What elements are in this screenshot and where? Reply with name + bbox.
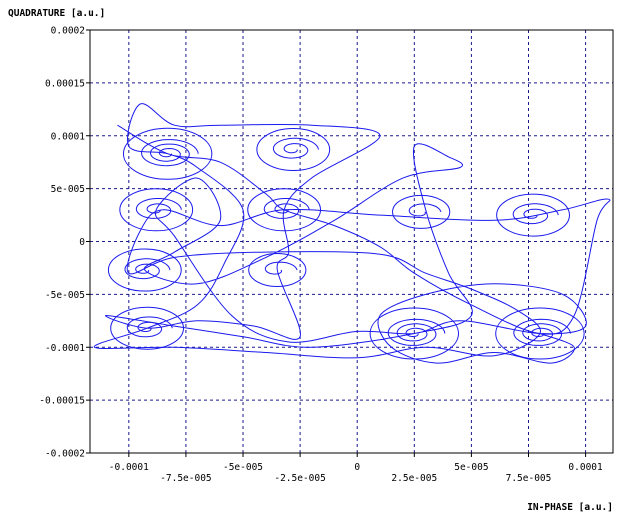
y-tick-label: -0.0001 [45, 343, 85, 354]
x-tick-label: 0 [354, 462, 360, 473]
x-tick-label: -7.5e-005 [160, 473, 211, 484]
x-axis-title: IN-PHASE [a.u.] [527, 502, 613, 513]
x-tick-label: 0.0001 [568, 462, 603, 473]
y-tick-label: 0.00015 [45, 78, 85, 89]
spiral-path [512, 203, 559, 225]
x-tick-label: 7.5e-005 [506, 473, 552, 484]
spiral-outer-loop [392, 194, 451, 229]
spiral-path [126, 316, 173, 338]
x-tick-label: 5e-005 [454, 462, 488, 473]
y-axis-title: QUADRATURE [a.u.] [8, 8, 105, 19]
spiral-outer-loop [248, 253, 307, 288]
y-tick-label: 0.0001 [51, 131, 86, 142]
spiral-outer-loop [110, 306, 184, 350]
spiral-path [124, 258, 171, 280]
spiral-outer-loop [247, 188, 322, 232]
x-tick-label: 2.5e-005 [391, 473, 437, 484]
spiral-outer-loop [496, 193, 570, 237]
spiral-outer-loop [107, 248, 182, 292]
spiral-outer-loop [122, 127, 213, 180]
spiral-outer-loop [495, 307, 585, 360]
spiral-outer-loop [256, 127, 331, 171]
spiral-mark [110, 306, 184, 350]
y-tick-label: -0.0002 [45, 449, 85, 460]
spiral-mark [122, 127, 213, 180]
grid [86, 29, 613, 457]
spiral-path [513, 318, 571, 346]
x-tick-label: -5e-005 [223, 462, 263, 473]
y-tick-labels: -0.0002 -0.00015 -0.0001 -5e-005 0 5e-005 0.00… [39, 26, 85, 460]
spiral-path [408, 203, 442, 217]
spiral-path [272, 137, 319, 159]
spiral-mark [256, 127, 331, 171]
series [94, 103, 611, 364]
plot-frame [89, 29, 614, 454]
y-tick-label: -5e-005 [45, 290, 85, 301]
spiral-path [264, 261, 298, 275]
spiral-mark [107, 248, 182, 292]
y-tick-label: 5e-005 [51, 184, 85, 195]
iq-trajectory-line [94, 103, 611, 364]
x-tick-label: -2.5e-005 [274, 473, 325, 484]
spiral-mark [496, 193, 570, 237]
x-tick-labels: -0.0001 -5e-005 0 5e-005 0.0001 -7.5e-005 -2.5… [109, 462, 603, 484]
spiral-mark [495, 307, 585, 360]
spiral-mark [248, 253, 307, 288]
y-tick-label: 0 [79, 237, 85, 248]
spiral-path [141, 139, 199, 167]
x-tick-label: -0.0001 [109, 462, 149, 473]
spiral-mark [392, 194, 451, 229]
y-tick-label: -0.00015 [39, 396, 85, 407]
y-tick-label: 0.0002 [51, 26, 85, 37]
spiral-outer-loop [119, 188, 194, 232]
